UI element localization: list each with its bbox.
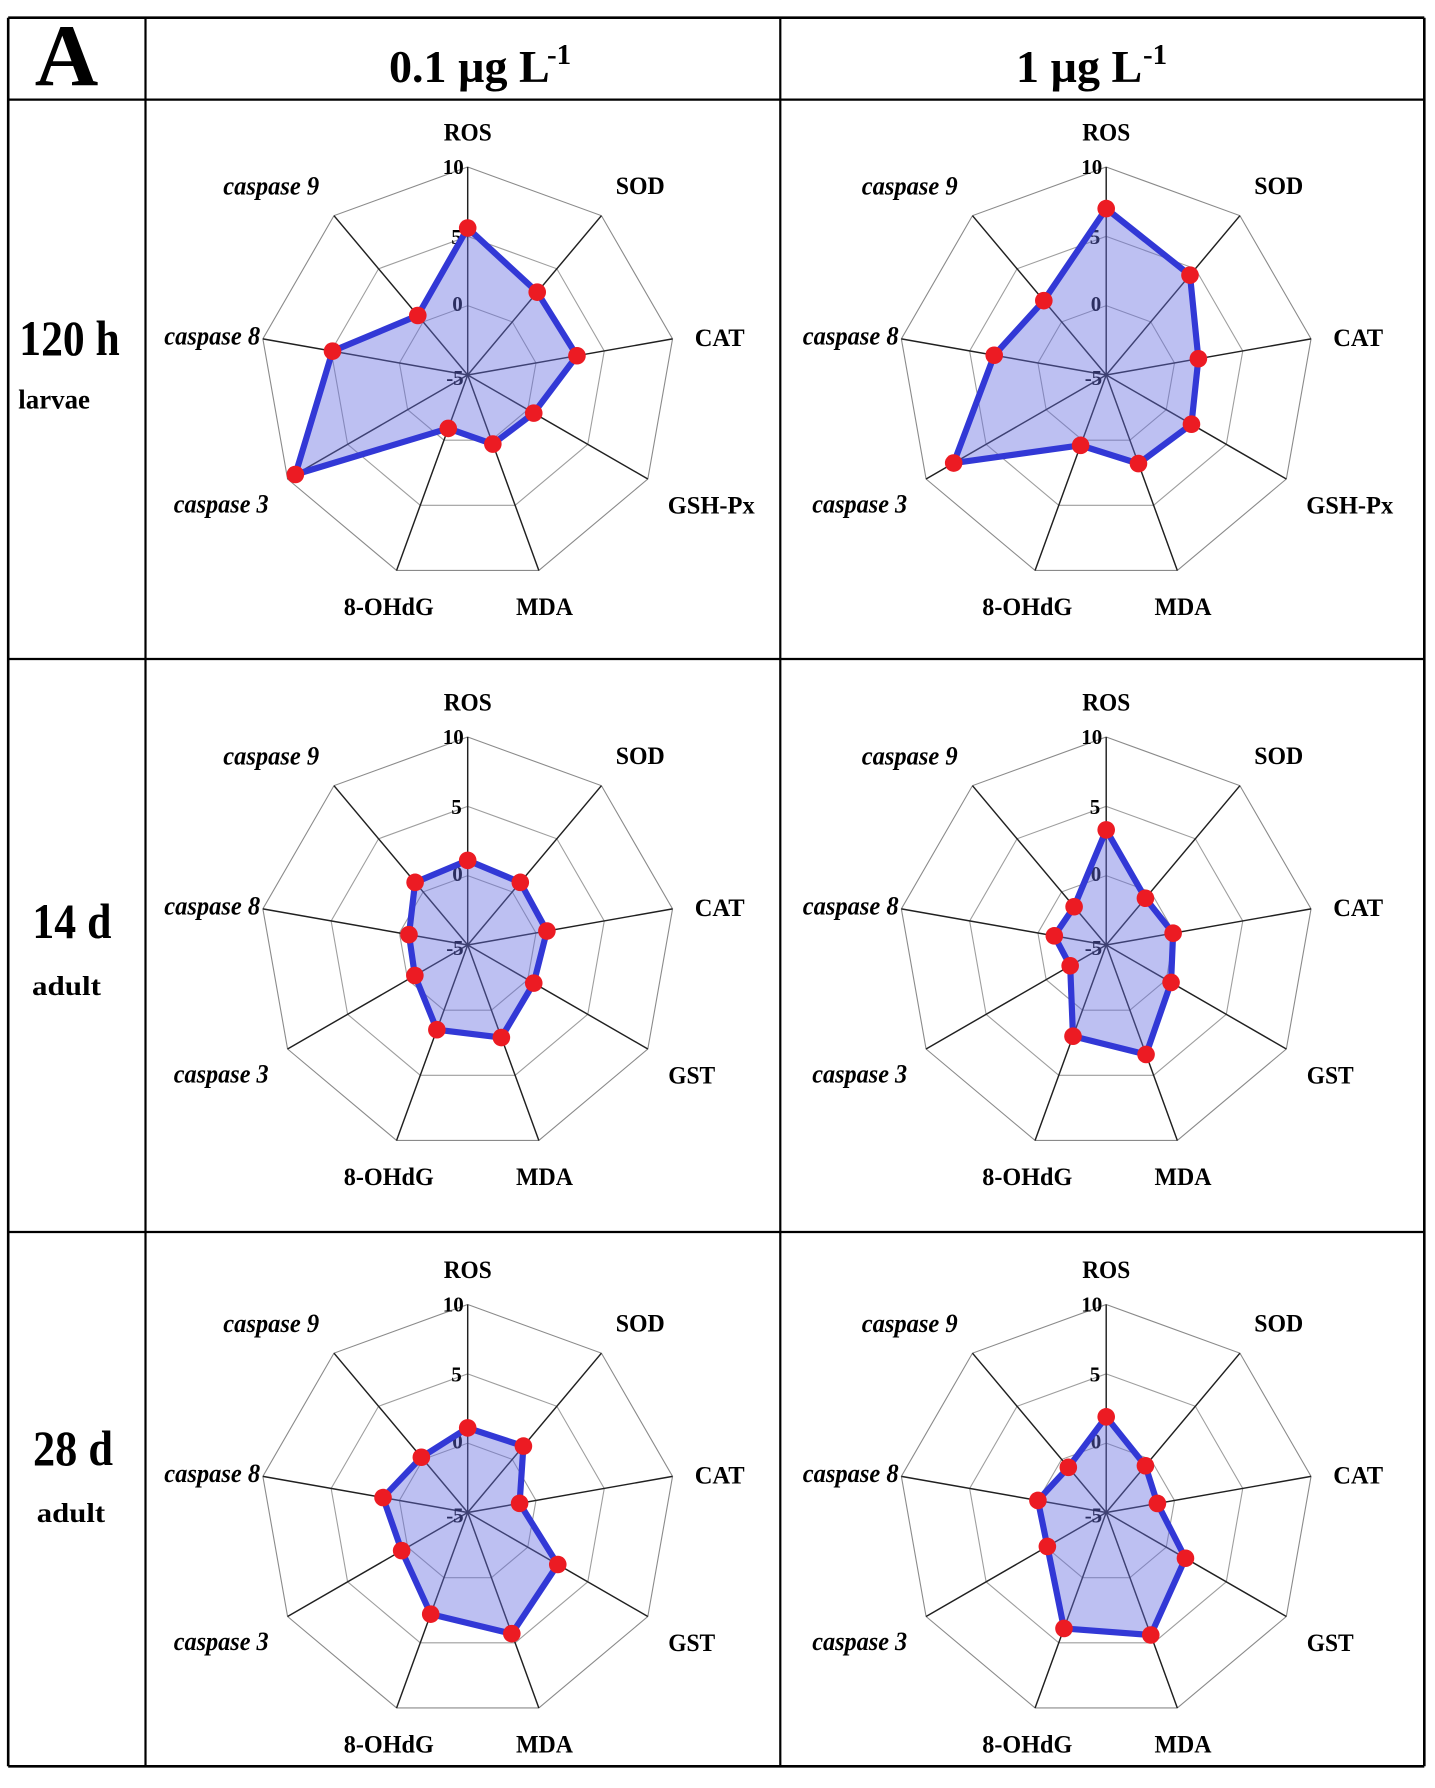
svg-text:caspase 3: caspase 3	[812, 1627, 907, 1656]
svg-text:caspase 3: caspase 3	[174, 490, 269, 519]
svg-text:caspase 9: caspase 9	[862, 741, 958, 770]
svg-text:-5: -5	[1085, 936, 1103, 960]
svg-text:caspase 8: caspase 8	[164, 322, 260, 351]
svg-text:8-OHdG: 8-OHdG	[344, 1732, 434, 1759]
svg-text:caspase 8: caspase 8	[803, 892, 899, 921]
svg-text:ROS: ROS	[444, 120, 492, 147]
svg-text:MDA: MDA	[516, 1164, 573, 1191]
svg-text:CAT: CAT	[1333, 895, 1383, 922]
svg-text:GST: GST	[1307, 1630, 1354, 1657]
svg-text:0: 0	[452, 862, 463, 886]
svg-text:A: A	[35, 8, 99, 105]
svg-text:0: 0	[452, 292, 463, 316]
svg-text:5: 5	[1090, 795, 1101, 819]
svg-text:-5: -5	[1085, 366, 1103, 390]
svg-text:SOD: SOD	[616, 173, 665, 200]
svg-text:MDA: MDA	[516, 1732, 573, 1759]
svg-text:-5: -5	[446, 936, 464, 960]
svg-text:caspase 3: caspase 3	[812, 1060, 907, 1089]
svg-text:CAT: CAT	[695, 895, 745, 922]
svg-text:0.1 µg L: 0.1 µg L	[389, 41, 550, 92]
svg-text:GST: GST	[1307, 1063, 1354, 1090]
svg-text:1 µg L: 1 µg L	[1016, 41, 1142, 92]
svg-text:120 h: 120 h	[19, 310, 120, 366]
svg-text:CAT: CAT	[1333, 325, 1383, 352]
svg-text:ROS: ROS	[444, 690, 492, 717]
svg-text:caspase 9: caspase 9	[223, 171, 319, 200]
svg-text:caspase 3: caspase 3	[812, 490, 907, 519]
svg-text:MDA: MDA	[1155, 594, 1212, 621]
svg-text:CAT: CAT	[1333, 1463, 1383, 1490]
svg-text:8-OHdG: 8-OHdG	[982, 594, 1072, 621]
svg-text:5: 5	[1090, 1363, 1101, 1387]
svg-text:10: 10	[1081, 1293, 1102, 1317]
svg-text:MDA: MDA	[1155, 1732, 1212, 1759]
svg-text:ROS: ROS	[1082, 690, 1130, 717]
svg-text:MDA: MDA	[516, 594, 573, 621]
svg-text:0: 0	[1091, 1430, 1102, 1454]
svg-text:10: 10	[443, 725, 464, 749]
svg-text:8-OHdG: 8-OHdG	[982, 1732, 1072, 1759]
svg-text:28 d: 28 d	[33, 1420, 113, 1476]
svg-text:8-OHdG: 8-OHdG	[344, 594, 434, 621]
svg-text:14 d: 14 d	[32, 893, 111, 949]
svg-text:SOD: SOD	[616, 1311, 665, 1338]
svg-text:0: 0	[452, 1430, 463, 1454]
svg-text:caspase 8: caspase 8	[803, 322, 899, 351]
svg-text:caspase 8: caspase 8	[164, 892, 260, 921]
svg-text:CAT: CAT	[695, 1463, 745, 1490]
svg-text:-5: -5	[446, 366, 464, 390]
svg-text:CAT: CAT	[695, 325, 745, 352]
svg-text:caspase 9: caspase 9	[223, 741, 319, 770]
svg-text:ROS: ROS	[444, 1257, 492, 1284]
svg-text:GST: GST	[668, 1630, 715, 1657]
svg-text:5: 5	[451, 795, 462, 819]
svg-text:5: 5	[451, 1363, 462, 1387]
svg-text:adult: adult	[32, 971, 101, 1001]
svg-text:0: 0	[1091, 862, 1102, 886]
svg-text:5: 5	[451, 225, 462, 249]
svg-text:adult: adult	[37, 1498, 105, 1528]
svg-text:-1: -1	[1143, 39, 1167, 71]
svg-text:caspase 9: caspase 9	[862, 171, 958, 200]
svg-text:caspase 8: caspase 8	[164, 1459, 260, 1488]
svg-text:MDA: MDA	[1155, 1164, 1212, 1191]
svg-text:GSH-Px: GSH-Px	[668, 493, 755, 520]
svg-text:GSH-Px: GSH-Px	[1306, 493, 1393, 520]
svg-text:SOD: SOD	[1254, 743, 1303, 770]
svg-text:-5: -5	[446, 1504, 464, 1528]
svg-text:10: 10	[1081, 725, 1102, 749]
svg-text:caspase 3: caspase 3	[174, 1627, 269, 1656]
svg-text:SOD: SOD	[616, 743, 665, 770]
svg-text:-1: -1	[547, 39, 571, 71]
svg-text:caspase 9: caspase 9	[862, 1309, 958, 1338]
svg-text:ROS: ROS	[1082, 120, 1130, 147]
svg-text:5: 5	[1090, 225, 1101, 249]
svg-text:SOD: SOD	[1254, 1311, 1303, 1338]
svg-text:-5: -5	[1085, 1504, 1103, 1528]
svg-text:GST: GST	[668, 1063, 715, 1090]
svg-text:8-OHdG: 8-OHdG	[982, 1164, 1072, 1191]
svg-text:larvae: larvae	[18, 385, 90, 415]
svg-text:caspase 9: caspase 9	[223, 1309, 319, 1338]
svg-text:SOD: SOD	[1254, 173, 1303, 200]
svg-text:10: 10	[1081, 155, 1102, 179]
svg-text:0: 0	[1091, 292, 1102, 316]
svg-text:8-OHdG: 8-OHdG	[344, 1164, 434, 1191]
svg-text:caspase 3: caspase 3	[174, 1060, 269, 1089]
svg-text:10: 10	[443, 155, 464, 179]
svg-text:10: 10	[443, 1293, 464, 1317]
svg-text:caspase 8: caspase 8	[803, 1459, 899, 1488]
svg-text:ROS: ROS	[1082, 1257, 1130, 1284]
